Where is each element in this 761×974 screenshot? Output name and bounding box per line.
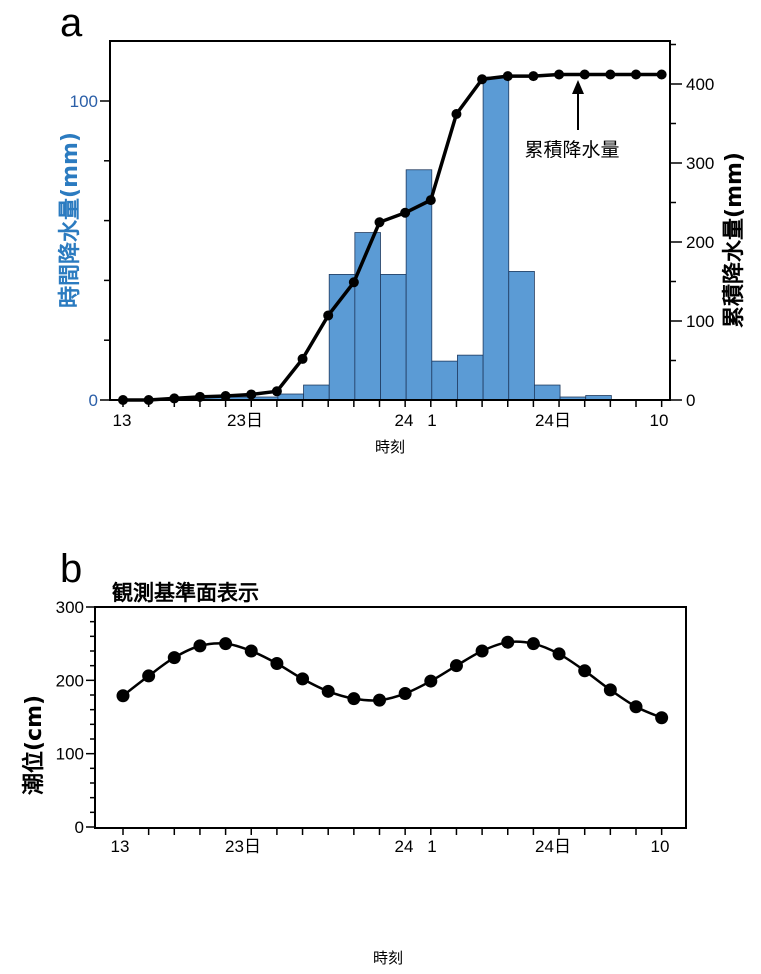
left-tick-label-0: 0: [89, 391, 98, 410]
panel-b-frame: [94, 606, 687, 829]
cumulative-point-33: [631, 69, 641, 80]
rain-bar-28: [508, 271, 535, 401]
tide-point-31: [578, 664, 592, 678]
tide-point-26: [449, 659, 463, 673]
rain-bar-27: [482, 76, 510, 401]
rain-bar-20: [303, 384, 330, 401]
tide-point-20: [296, 672, 310, 686]
tide-point-34: [655, 711, 669, 725]
cumulative-point-34: [656, 69, 667, 80]
tide-tick-label-100: 100: [56, 745, 84, 764]
x-tick-label-b-2: 24: [395, 837, 414, 856]
rain-bar-22: [354, 232, 381, 401]
panel-b-letter: b: [60, 547, 82, 591]
tide-point-23: [373, 693, 386, 707]
cumulative-point-22: [348, 277, 359, 288]
cumulative-point-21: [323, 310, 334, 321]
right-tick-label-0: 0: [686, 391, 695, 410]
tide-tick-label-300: 300: [56, 598, 84, 617]
cumulative-rain-line: [118, 69, 667, 405]
cumulative-point-25: [425, 195, 436, 206]
x-tick-label-a-1: 23日: [227, 411, 263, 430]
right-tick-label-300: 300: [686, 154, 714, 173]
tide-point-22: [347, 692, 361, 706]
tide-point-33: [629, 700, 643, 714]
rain-bar-21: [328, 274, 356, 401]
right-tick-label-100: 100: [686, 312, 714, 331]
rain-bar-25: [431, 360, 458, 401]
hourly-rain-bars: [174, 76, 612, 401]
x-tick-label-b-0: 13: [111, 837, 130, 856]
cumulative-point-27: [477, 74, 488, 85]
tide-point-32: [603, 683, 617, 697]
tide-point-28: [501, 635, 515, 649]
tide-point-24: [398, 687, 412, 701]
cumulative-point-18: [246, 389, 257, 400]
cumulative-point-17: [220, 391, 231, 402]
left-tick-label-100: 100: [70, 92, 98, 111]
cumulative-point-32: [605, 69, 616, 80]
tide-line: [116, 635, 669, 725]
cumulative-point-19: [271, 386, 282, 397]
cumulative-point-31: [579, 69, 590, 80]
tide-point-19: [270, 656, 284, 670]
x-tick-label-a-3: 1: [427, 411, 436, 430]
tide-point-17: [219, 637, 233, 651]
x-tick-label-b-4: 24日: [535, 837, 571, 856]
rain-bar-29: [534, 384, 561, 401]
tide-point-25: [424, 674, 438, 688]
rain-bar-26: [457, 354, 484, 401]
x-tick-label-a-2: 24: [395, 411, 414, 430]
cumulative-point-30: [554, 69, 565, 80]
panel-a-xlabel: 時刻: [375, 438, 405, 456]
tide-point-13: [116, 689, 130, 703]
tide-point-15: [167, 651, 181, 665]
panel-a-chart: 0 100 0 100 200 300 400 13 23日 24 1 24日 10 時間降水量(mm)…: [58, 40, 747, 456]
x-tick-label-b-5: 10: [651, 837, 670, 856]
annotation-arrow: [572, 80, 584, 130]
x-tick-label-b-3: 1: [427, 837, 436, 856]
panel-b-xlabel: 時刻: [373, 949, 403, 967]
cumulative-point-29: [528, 71, 539, 82]
right-axis-title: 累積降水量(mm): [722, 152, 747, 328]
x-tick-label-a-0: 13: [113, 411, 132, 430]
cumulative-point-20: [297, 353, 308, 364]
panel-b-axes: 0 100 200 300 13 23日 24 1 24日 10: [56, 598, 670, 856]
tide-point-16: [193, 639, 207, 653]
panel-b-chart: 0 100 200 300 13 23日 24 1 24日 10 潮位(cm) 時刻: [21, 598, 687, 967]
x-tick-label-a-5: 10: [650, 411, 669, 430]
tide-tick-label-0: 0: [75, 818, 84, 837]
right-tick-label-200: 200: [686, 233, 714, 252]
tide-point-21: [321, 684, 335, 698]
cumulative-point-23: [374, 217, 385, 228]
cumulative-point-15: [169, 393, 180, 404]
left-axis-title: 時間降水量(mm): [58, 132, 83, 308]
panel-b-subtitle: 観測基準面表示: [112, 581, 259, 605]
cumulative-point-26: [451, 109, 462, 120]
tide-point-30: [552, 647, 566, 661]
tide-point-29: [526, 637, 540, 651]
tide-point-14: [142, 669, 156, 683]
x-tick-label-a-4: 24日: [535, 411, 571, 430]
tide-axis-title: 潮位(cm): [21, 695, 47, 795]
tide-point-18: [244, 644, 258, 658]
panel-a-letter: a: [60, 1, 83, 45]
x-tick-label-b-1: 23日: [225, 837, 261, 856]
right-tick-label-400: 400: [686, 75, 714, 94]
cumulative-point-24: [400, 207, 411, 218]
cumulative-line-path: [123, 72, 662, 402]
panel-a-axes: 0 100 0 100 200 300 400 13 23日 24 1 24日 10: [70, 43, 714, 430]
rain-bar-23: [380, 274, 407, 401]
cumulative-point-16: [194, 391, 205, 402]
cumulative-annotation: 累積降水量: [524, 139, 619, 161]
tide-line-path: [122, 640, 663, 719]
cumulative-point-28: [502, 71, 513, 82]
tide-tick-label-200: 200: [56, 671, 84, 690]
tide-point-27: [475, 644, 489, 658]
